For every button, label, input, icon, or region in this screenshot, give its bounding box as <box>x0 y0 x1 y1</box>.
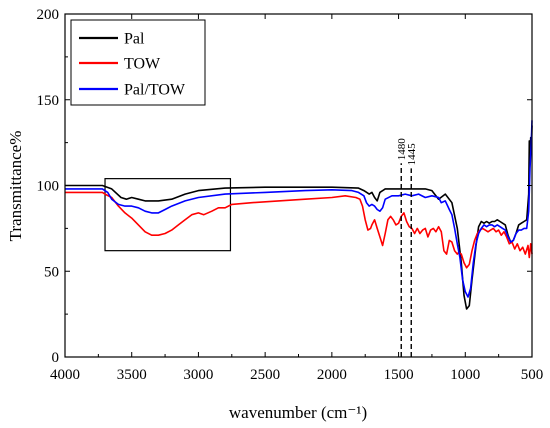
series-line-pal-tow <box>65 120 533 298</box>
highlight-box <box>104 178 232 252</box>
y-tick-label: 200 <box>37 7 60 23</box>
x-axis-title: wavenumber (cm⁻¹) <box>229 403 367 422</box>
legend: Pal TOW Pal/TOW <box>70 19 206 106</box>
y-axis-ticks: 0 50 100 150 200 <box>37 7 532 366</box>
y-tick-label: 150 <box>37 93 60 109</box>
y-tick-label: 100 <box>37 179 60 195</box>
y-tick-label: 50 <box>44 264 59 280</box>
annotation-label-1480: 1480 <box>396 138 408 161</box>
x-tick-label: 4000 <box>50 367 80 383</box>
legend-label-tow: TOW <box>124 56 161 73</box>
x-tick-label: 3500 <box>117 367 147 383</box>
x-tick-label: 2000 <box>317 367 347 383</box>
legend-label-pal-tow: Pal/TOW <box>124 82 186 99</box>
x-axis-ticks: 4000 3500 3000 2500 2000 1500 1000 500 <box>50 14 543 383</box>
annotation-label-1445: 1445 <box>406 143 418 166</box>
x-tick-label: 1500 <box>384 367 414 383</box>
x-tick-label: 500 <box>521 367 544 383</box>
legend-label-pal: Pal <box>124 31 145 48</box>
x-tick-label: 1000 <box>450 367 480 383</box>
x-tick-label: 3000 <box>183 367 213 383</box>
x-tick-label: 2500 <box>250 367 280 383</box>
y-tick-label: 0 <box>52 350 60 366</box>
y-axis-title: Transmittance% <box>6 131 25 242</box>
highlight-box-layer <box>104 178 232 252</box>
